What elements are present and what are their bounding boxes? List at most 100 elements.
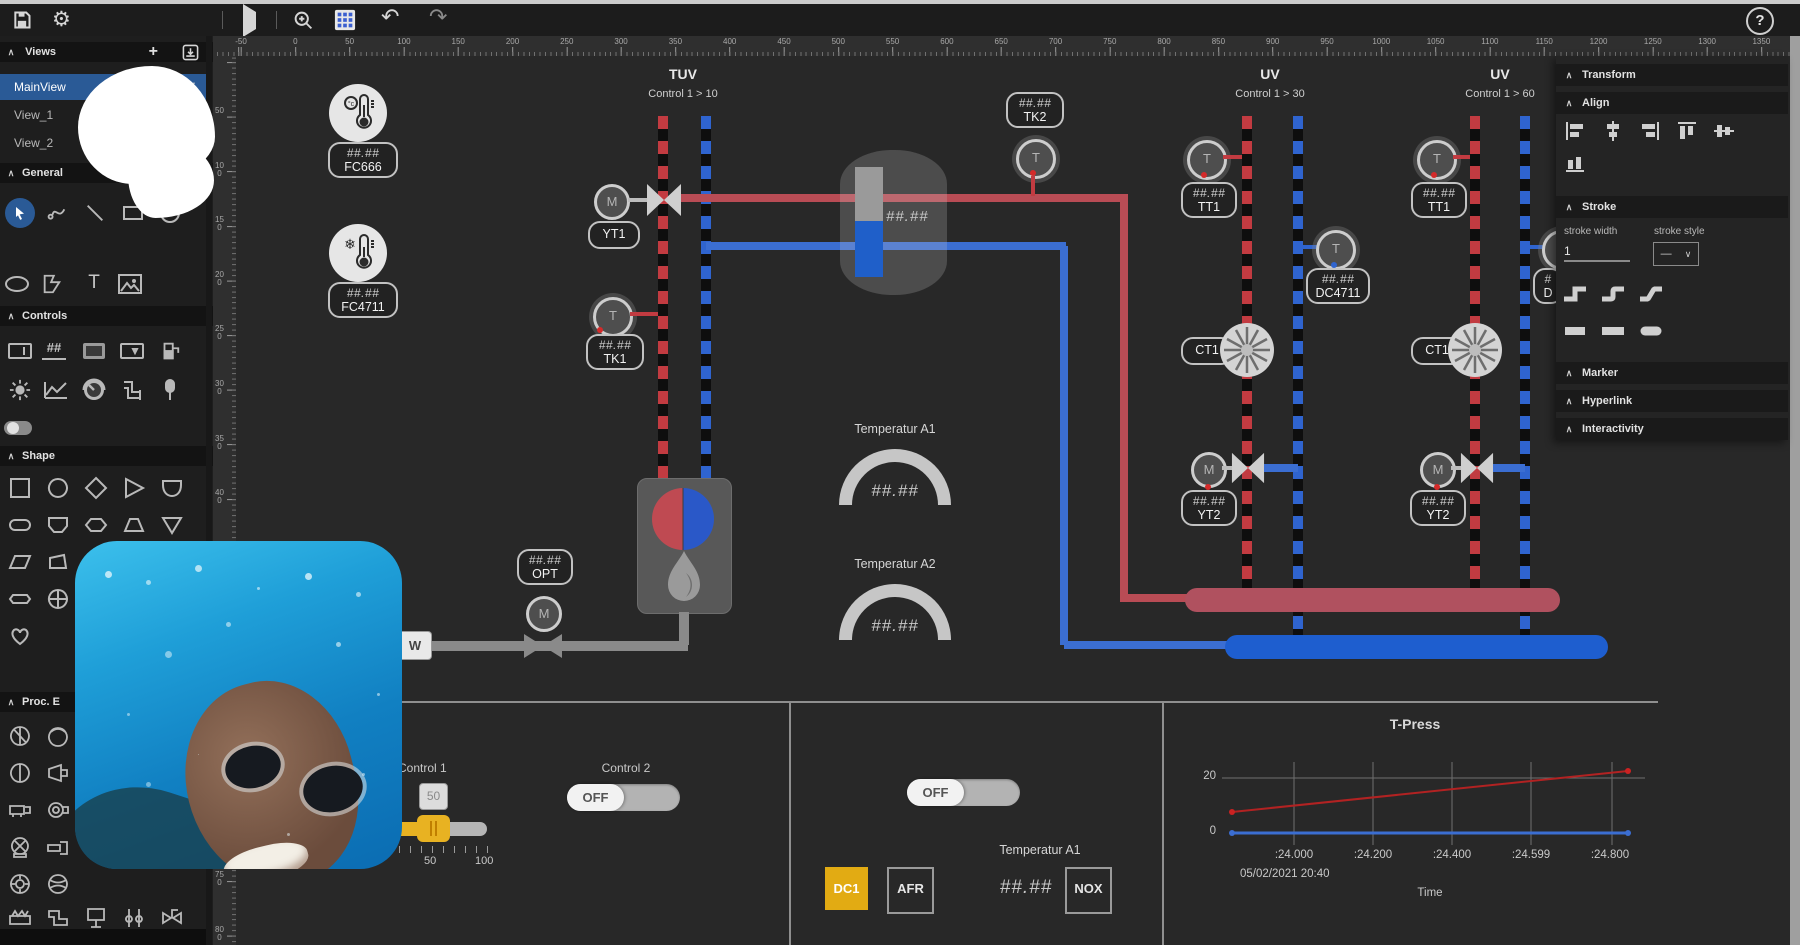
redo-button[interactable]: ↷ bbox=[429, 4, 448, 29]
settings-gear-button[interactable]: ⚙ bbox=[52, 8, 71, 31]
pipe-hot-drop[interactable] bbox=[1120, 194, 1128, 602]
uv2-yt2-valve-icon[interactable] bbox=[1459, 451, 1495, 485]
shape-cup-tool[interactable] bbox=[44, 511, 72, 539]
shape-diamond-tool[interactable] bbox=[82, 474, 110, 502]
align-top-button[interactable] bbox=[1676, 120, 1698, 142]
corner-miter-button[interactable] bbox=[1562, 286, 1588, 302]
polygon-tool[interactable] bbox=[38, 270, 66, 298]
tank-tray-tool[interactable] bbox=[6, 904, 34, 932]
inlet-valve-icon[interactable] bbox=[522, 632, 564, 660]
bezier-pen-tool[interactable] bbox=[43, 199, 71, 227]
switch-control-tool[interactable] bbox=[156, 376, 184, 404]
opt-display[interactable]: ##.## OPT bbox=[517, 549, 573, 585]
pipe-control-tool[interactable] bbox=[118, 376, 146, 404]
motor-ball-tool[interactable] bbox=[6, 833, 34, 861]
shape-triangle-down-tool[interactable] bbox=[158, 511, 186, 539]
align-left-button[interactable] bbox=[1564, 120, 1586, 142]
shape-parallelogram-tool[interactable] bbox=[6, 548, 34, 576]
yt1-motor[interactable]: M bbox=[594, 184, 630, 220]
fc666-display[interactable]: ##.## FC666 bbox=[328, 142, 398, 178]
uv2-fan-icon[interactable] bbox=[1448, 323, 1502, 377]
tpress-chart-plot[interactable] bbox=[1222, 755, 1645, 855]
add-view-button[interactable]: + bbox=[148, 43, 158, 60]
elbow-duct-tool[interactable] bbox=[44, 904, 72, 932]
storage-tank[interactable]: ##.## bbox=[840, 150, 947, 295]
column-condition-tuv[interactable]: Control 1 > 10 bbox=[648, 88, 718, 100]
control2-toggle[interactable]: OFF bbox=[567, 784, 680, 811]
control1-value-box[interactable]: 50 bbox=[419, 783, 448, 810]
undo-button[interactable]: ↶ bbox=[381, 4, 400, 29]
shape-section-header[interactable]: ∧ Shape bbox=[0, 446, 213, 466]
pipe-cold-tuv[interactable] bbox=[701, 116, 711, 478]
uv2-yt2-display[interactable]: ##.## YT2 bbox=[1410, 490, 1466, 526]
toggle-control-tool[interactable] bbox=[4, 414, 32, 442]
heating-thermometer-icon[interactable]: °c bbox=[329, 84, 387, 142]
uv1-tt1-sensor[interactable]: T bbox=[1187, 140, 1227, 180]
grid-toggle-button[interactable] bbox=[334, 9, 356, 36]
tk1-display[interactable]: ##.## TK1 bbox=[586, 334, 644, 370]
uv1-dc4711-display[interactable]: ##.## DC4711 bbox=[1306, 268, 1370, 304]
canvas-vertical-scrollbar[interactable] bbox=[1790, 36, 1800, 945]
shape-rounded-rect-tool[interactable] bbox=[6, 511, 34, 539]
interactivity-section-header[interactable]: ∧ Interactivity bbox=[1556, 418, 1788, 440]
middle-toggle-knob[interactable]: OFF bbox=[907, 779, 964, 806]
column-title-tuv[interactable]: TUV bbox=[669, 66, 697, 82]
water-inlet-box[interactable]: W bbox=[399, 632, 431, 659]
pipe-hot-to-header[interactable] bbox=[1124, 594, 1190, 602]
textinput-control-tool[interactable] bbox=[6, 337, 34, 365]
uv1-yt2-display[interactable]: ##.## YT2 bbox=[1181, 490, 1237, 526]
uv2-tt1-sensor[interactable]: T bbox=[1417, 140, 1457, 180]
cap-square-button[interactable] bbox=[1600, 324, 1626, 340]
level-control-tool[interactable] bbox=[156, 337, 184, 365]
uv1-yt2-motor[interactable]: M bbox=[1191, 452, 1227, 488]
cone-nozzle-tool[interactable] bbox=[44, 759, 72, 787]
brightness-control-tool[interactable] bbox=[6, 376, 34, 404]
gear-pump-tool[interactable] bbox=[6, 870, 34, 898]
align-center-button[interactable] bbox=[1602, 120, 1624, 142]
white-blob-shape-tail[interactable] bbox=[128, 140, 214, 218]
cooling-thermometer-icon[interactable]: ❄ bbox=[329, 224, 387, 282]
pipe-cold-uv2[interactable] bbox=[1520, 116, 1530, 637]
meter-pipes-tool[interactable] bbox=[120, 904, 148, 932]
hot-water-header-pipe[interactable] bbox=[1185, 588, 1560, 612]
control2-toggle-knob[interactable]: OFF bbox=[567, 784, 624, 811]
stroke-style-select[interactable]: — ∨ bbox=[1653, 242, 1699, 266]
uv1-fan-icon[interactable] bbox=[1220, 323, 1274, 377]
control1-slider-thumb[interactable] bbox=[417, 815, 450, 842]
corner-bevel-button[interactable] bbox=[1638, 286, 1664, 302]
line-tool[interactable] bbox=[81, 199, 109, 227]
cap-butt-button[interactable] bbox=[1562, 324, 1588, 340]
panel-control-tool[interactable] bbox=[80, 337, 108, 365]
align-bottom-button[interactable] bbox=[1564, 152, 1586, 174]
align-section-header[interactable]: ∧ Align bbox=[1556, 92, 1788, 114]
shape-long-hexagon-tool[interactable] bbox=[6, 585, 34, 613]
select-cursor-tool[interactable] bbox=[5, 198, 35, 228]
middle-toggle[interactable]: OFF bbox=[907, 779, 1020, 806]
column-title-uv2[interactable]: UV bbox=[1490, 66, 1510, 82]
uv1-tt1-display[interactable]: ##.## TT1 bbox=[1181, 182, 1237, 218]
opt-motor[interactable]: M bbox=[526, 596, 562, 632]
dc1-button[interactable]: DC1 bbox=[825, 867, 868, 910]
trend-chart-tool[interactable] bbox=[42, 376, 70, 404]
marker-section-header[interactable]: ∧ Marker bbox=[1556, 362, 1788, 384]
align-right-button[interactable] bbox=[1639, 120, 1661, 142]
collapse-chevron-icon[interactable]: ∧ bbox=[7, 47, 15, 57]
sidebar-scrollbar[interactable] bbox=[206, 36, 212, 945]
views-section-header[interactable]: ∧ Views + bbox=[0, 42, 213, 62]
pipe-hot-main[interactable] bbox=[676, 194, 1124, 202]
shape-circle-tool[interactable] bbox=[44, 474, 72, 502]
pipe-hot-tuv[interactable] bbox=[658, 116, 668, 478]
ball-valve-tool[interactable] bbox=[44, 722, 72, 750]
fc4711-display[interactable]: ##.## FC4711 bbox=[328, 282, 398, 318]
tk2-sensor[interactable]: T bbox=[1016, 139, 1056, 179]
export-view-icon[interactable] bbox=[182, 44, 199, 68]
pipe-cold-uv1[interactable] bbox=[1293, 116, 1303, 637]
shape-half-circle-tool[interactable] bbox=[158, 474, 186, 502]
help-button[interactable]: ? bbox=[1746, 7, 1774, 35]
shape-trapezoid-tool[interactable] bbox=[120, 511, 148, 539]
valve-tee-tool[interactable] bbox=[158, 904, 186, 932]
align-middle-button[interactable] bbox=[1713, 120, 1735, 142]
ball-tool[interactable] bbox=[44, 870, 72, 898]
pipe-cold-drop[interactable] bbox=[1060, 246, 1068, 645]
uv2-yt2-motor[interactable]: M bbox=[1420, 452, 1456, 488]
